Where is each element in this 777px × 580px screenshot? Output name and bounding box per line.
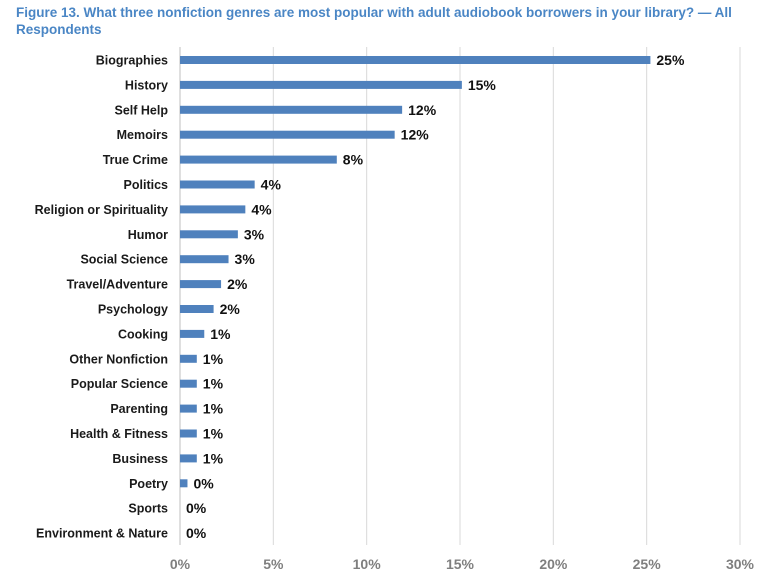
category-label: Social Science (80, 253, 168, 267)
category-label: Politics (124, 178, 169, 192)
data-label: 12% (408, 102, 437, 118)
x-tick-label: 15% (446, 556, 475, 572)
category-label: Biographies (96, 54, 168, 68)
category-label: Memoirs (117, 128, 168, 142)
bar (180, 379, 197, 388)
category-label: Psychology (98, 303, 168, 317)
data-label: 1% (203, 351, 224, 367)
x-tick-labels: 0% 5% 10% 15% 20% 25% 30% (170, 556, 755, 572)
category-label: Poetry (129, 477, 168, 491)
data-label: 0% (186, 500, 207, 516)
data-label: 2% (220, 301, 241, 317)
category-label: Humor (128, 228, 168, 242)
data-label: 0% (193, 475, 214, 491)
data-label: 2% (227, 276, 248, 292)
value-labels: 25% 15% 12% 12% 8% 4% 4% 3% 3% 2% 2% 1% 1% 1% 1% 1% 1% 0%… (186, 52, 685, 541)
bar (180, 230, 238, 239)
category-label: Popular Science (71, 377, 168, 391)
category-label: Health & Fitness (70, 427, 168, 441)
category-label: Business (112, 452, 168, 466)
bar (180, 479, 188, 488)
data-label: 1% (203, 376, 224, 392)
data-label: 15% (468, 77, 497, 93)
gridlines (179, 47, 741, 545)
category-label: Sports (128, 502, 168, 516)
category-label: Travel/Adventure (67, 278, 168, 292)
category-label: True Crime (103, 153, 168, 167)
bar (180, 280, 222, 289)
x-tick-label: 30% (726, 556, 755, 572)
x-tick-label: 20% (539, 556, 568, 572)
category-label: History (125, 78, 168, 92)
bar (180, 404, 197, 413)
data-label: 25% (656, 52, 685, 68)
bar (180, 56, 651, 64)
bar (180, 255, 229, 264)
bar (180, 329, 205, 338)
category-label: Other Nonfiction (69, 352, 168, 366)
category-label: Self Help (115, 103, 169, 117)
category-label: Religion or Spirituality (35, 203, 168, 217)
bar (180, 205, 246, 214)
x-tick-label: 0% (170, 556, 191, 572)
data-label: 4% (261, 177, 282, 193)
data-label: 4% (251, 201, 272, 217)
category-labels: Biographies History Self Help Memoirs True C… (35, 54, 169, 541)
x-tick-label: 25% (633, 556, 662, 572)
data-label: 1% (203, 401, 224, 417)
x-tick-label: 5% (263, 556, 284, 572)
data-label: 8% (343, 152, 364, 168)
data-label: 1% (203, 450, 224, 466)
category-label: Cooking (118, 327, 168, 341)
data-label: 12% (401, 127, 430, 143)
data-label: 3% (244, 226, 265, 242)
bar (180, 305, 214, 313)
data-label: 1% (210, 326, 231, 342)
data-label: 3% (235, 251, 256, 267)
bars (180, 56, 651, 488)
bar (180, 429, 197, 438)
data-label: 1% (203, 426, 224, 442)
category-label: Environment & Nature (36, 527, 168, 541)
bar (180, 80, 462, 89)
bar (180, 105, 403, 114)
bar (180, 180, 255, 189)
category-label: Parenting (110, 402, 168, 416)
bar (180, 130, 395, 139)
bar (180, 454, 197, 463)
data-label: 0% (186, 525, 207, 541)
bar (180, 155, 337, 164)
x-tick-label: 10% (353, 556, 382, 572)
bar (180, 354, 197, 363)
chart-title: Figure 13. What three nonfiction genres … (16, 5, 732, 37)
